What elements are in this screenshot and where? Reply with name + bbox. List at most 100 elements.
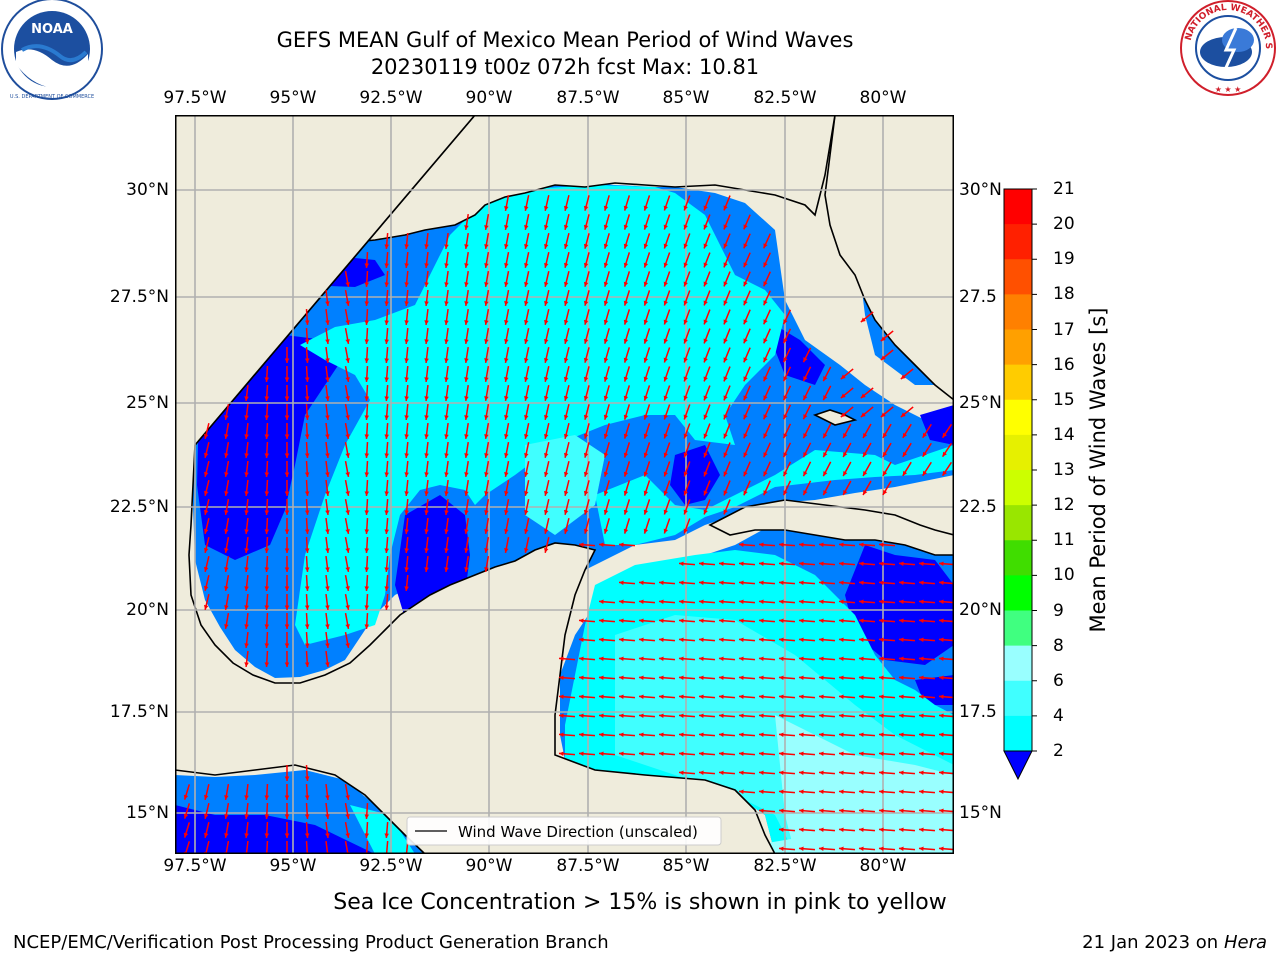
wave-arrow-head (384, 263, 389, 268)
wave-arrow-head (464, 320, 469, 325)
wave-arrow-head (345, 358, 350, 363)
wave-arrow-head (679, 751, 684, 756)
wave-arrow-head (345, 415, 350, 420)
wave-arrow-head (759, 542, 764, 547)
wave-arrow-head (579, 694, 584, 699)
wave-arrow-head (679, 694, 684, 699)
wave-arrow-head (859, 542, 864, 547)
colorbar-segment (1004, 715, 1032, 752)
wave-arrow-head (899, 846, 904, 851)
wave-arrow-head (404, 548, 409, 553)
lon-label-bottom: 92.5°W (359, 856, 423, 876)
wave-arrow-head (643, 338, 649, 344)
wave-arrow-head (504, 510, 509, 515)
wave-arrow-head (563, 490, 569, 496)
wave-arrow-head (464, 415, 469, 420)
lat-label-right: 20°N (959, 600, 1002, 620)
wave-arrow-head (563, 357, 569, 363)
wave-arrow-head (464, 263, 469, 268)
wave-arrow-head (819, 599, 824, 604)
wave-arrow-head (759, 637, 764, 642)
wave-arrow-head (583, 490, 589, 496)
wave-arrow-head (663, 452, 668, 458)
wave-arrow-head (484, 244, 489, 249)
wave-arrow-head (224, 415, 229, 420)
wave-arrow-head (304, 377, 310, 382)
wave-arrow-head (563, 376, 569, 382)
colorbar-tick-label: 13 (1053, 460, 1075, 480)
wave-arrow-head (603, 471, 609, 477)
wave-arrow-head (583, 205, 589, 211)
wave-arrow-head (264, 814, 270, 819)
wave-arrow-head (504, 263, 509, 268)
wave-arrow-head (859, 675, 864, 680)
wave-arrow-head (424, 320, 429, 325)
wave-arrow-head (663, 414, 668, 420)
wave-arrow-head (304, 624, 310, 629)
wave-arrow-head (779, 751, 784, 756)
wave-arrow-head (364, 434, 370, 439)
wave-arrow-head (603, 357, 609, 363)
footer-machine: Hera (1223, 932, 1267, 953)
wave-arrow-head (484, 396, 489, 401)
wave-arrow-head (345, 339, 350, 344)
wave-arrow-head (444, 415, 449, 420)
wave-arrow-head (424, 453, 429, 458)
wave-arrow-head (840, 412, 846, 418)
wave-arrow-head (799, 618, 804, 623)
wave-arrow-head (504, 225, 509, 230)
wave-arrow-head (543, 262, 549, 268)
wave-arrow-head (563, 433, 569, 439)
wave-arrow-head (384, 548, 389, 553)
wave-arrow-head (843, 452, 848, 458)
wave-arrow-head (583, 319, 589, 325)
wave-arrow-head (819, 542, 824, 547)
wave-arrow-head (203, 528, 209, 534)
wave-arrow-head (264, 662, 270, 667)
wave-arrow-head (563, 243, 569, 249)
wave-arrow-head (543, 376, 549, 382)
wave-arrow-head (244, 643, 249, 648)
wave-arrow-head (683, 414, 688, 420)
lon-label-top: 85°W (662, 88, 710, 108)
wave-arrow-head (599, 599, 604, 604)
wave-arrow-head (583, 452, 589, 458)
wave-arrow-head (779, 580, 784, 585)
wave-arrow-head (939, 789, 944, 794)
wave-arrow-head (345, 453, 350, 458)
wave-arrow-head (643, 376, 649, 382)
wave-arrow-head (723, 471, 728, 477)
wave-arrow-head (643, 300, 649, 306)
wave-arrow-head (839, 770, 844, 775)
wave-arrow-head (524, 357, 529, 363)
wave-arrow-head (583, 338, 589, 344)
wave-arrow-head (783, 433, 788, 439)
wave-arrow-head (424, 415, 429, 420)
wave-arrow-head (384, 415, 389, 420)
wave-arrow-head (703, 433, 708, 439)
wave-arrow-head (743, 319, 748, 325)
wave-arrow-head (444, 548, 449, 553)
wave-arrow-head (743, 224, 748, 230)
wave-arrow-head (404, 358, 409, 363)
wave-arrow-head (899, 618, 904, 623)
wave-arrow-head (224, 434, 229, 439)
wave-arrow-head (304, 510, 310, 515)
footer-credit: NCEP/EMC/Verification Post Processing Pr… (13, 932, 609, 953)
wave-arrow-head (739, 561, 744, 566)
wave-arrow-head (643, 414, 649, 420)
wave-arrow-head (799, 808, 804, 813)
wave-arrow-head (819, 808, 824, 813)
wave-arrow-head (603, 376, 609, 382)
wave-arrow-head (364, 548, 370, 553)
wave-arrow-head (763, 319, 768, 325)
wave-arrow-head (779, 542, 784, 547)
wave-arrow-head (543, 471, 549, 477)
wave-arrow-head (679, 770, 684, 775)
wave-arrow-head (484, 320, 489, 325)
wave-arrow-head (699, 561, 704, 566)
wave-arrow-head (563, 281, 569, 287)
wave-arrow-head (699, 656, 704, 661)
wave-arrow-head (803, 414, 808, 420)
wave-arrow-head (719, 561, 724, 566)
